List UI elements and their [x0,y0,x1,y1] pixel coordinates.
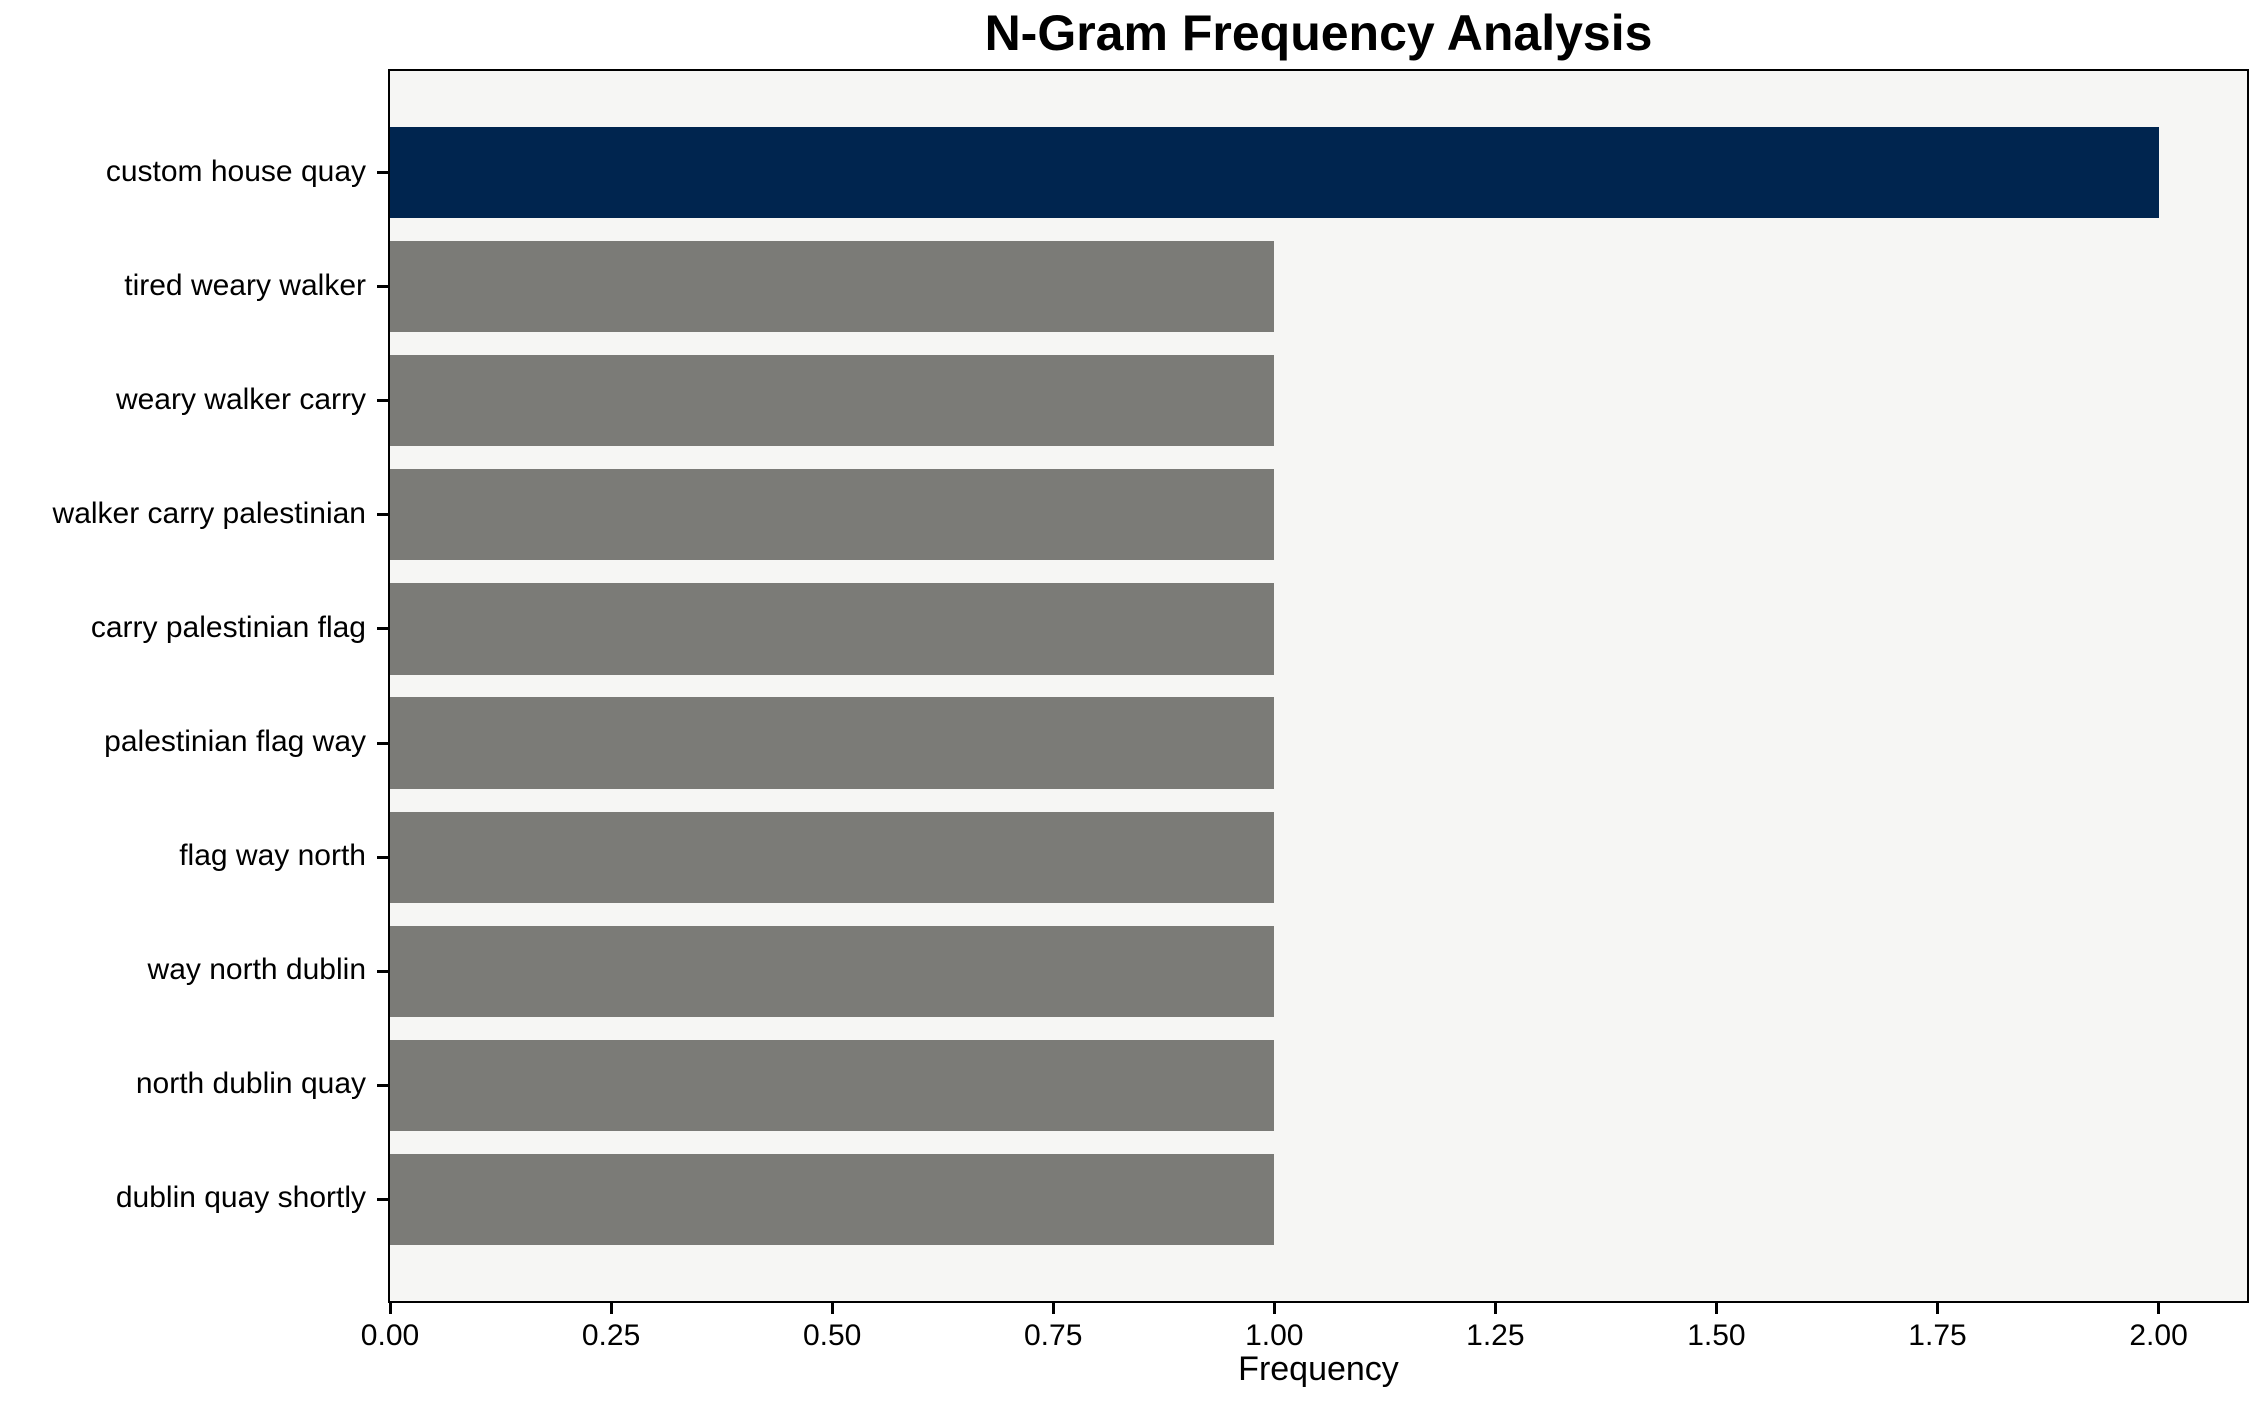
y-tick-mark [377,285,388,289]
y-tick-label: carry palestinian flag [90,610,366,644]
x-tick-mark [1051,1303,1055,1314]
x-tick-label: 1.75 [1908,1319,1967,1352]
x-tick-label: 0.25 [581,1319,641,1352]
bar [390,355,1275,447]
x-tick-label: 0.75 [1024,1319,1083,1352]
bar [390,811,1275,903]
bar [390,126,2159,219]
x-tick-label: 1.50 [1687,1319,1746,1352]
x-tick-label: 1.00 [1245,1319,1304,1352]
x-tick-mark [609,1303,613,1314]
x-tick-label: 2.00 [2129,1319,2188,1352]
bar [390,241,1275,333]
y-tick-label: way north dublin [147,953,366,987]
x-tick-mark [1714,1303,1718,1314]
bar [390,1039,1275,1131]
bar [390,583,1275,675]
bar [390,925,1275,1017]
y-tick-label: dublin quay shortly [115,1181,366,1215]
y-tick-label: north dublin quay [135,1067,366,1101]
y-tick-label: walker carry palestinian [52,496,366,530]
y-tick-mark [377,513,388,517]
y-tick-mark [377,1083,388,1087]
x-tick-label: 0.00 [360,1319,420,1352]
x-tick-mark [830,1303,834,1314]
bar [390,1153,1275,1246]
x-tick-mark [1493,1303,1497,1314]
y-tick-label: palestinian flag way [104,725,366,759]
x-axis-label: Frequency [1238,1350,1399,1388]
y-tick-mark [377,741,388,745]
chart-title: N-Gram Frequency Analysis [984,5,1653,61]
y-tick-mark [377,1197,388,1201]
y-tick-mark [377,627,388,631]
y-tick-label: tired weary walker [124,268,366,302]
y-tick-mark [377,969,388,973]
x-tick-label: 0.50 [802,1319,862,1352]
y-tick-label: flag way north [179,839,366,873]
x-tick-mark [388,1303,392,1314]
y-tick-mark [377,171,388,175]
y-tick-label: weary walker carry [115,382,366,416]
x-tick-mark [1272,1303,1276,1314]
y-tick-label: custom house quay [105,154,366,188]
x-tick-mark [2157,1303,2161,1314]
bar [390,469,1275,561]
plot-area [388,69,2249,1303]
bar [390,697,1275,789]
y-tick-mark [377,855,388,859]
x-tick-mark [1936,1303,1939,1314]
y-tick-mark [377,399,388,403]
x-tick-label: 1.25 [1466,1319,1525,1352]
